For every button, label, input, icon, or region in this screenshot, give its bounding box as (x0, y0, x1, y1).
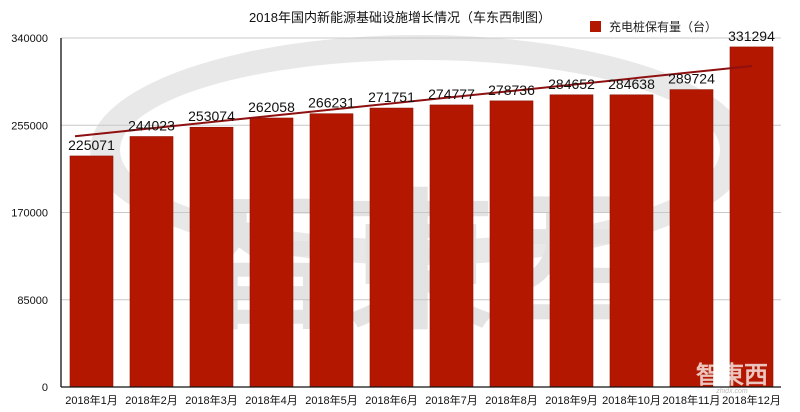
x-axis-labels: 2018年1月 2018年2月 2018年3月 2018年4月 2018年5月 2018年… (65, 393, 781, 407)
svg-text:智東西: 智東西 (696, 361, 768, 389)
y-tick-label: 340000 (11, 33, 48, 45)
bar-8 (489, 100, 534, 388)
data-label: 266231 (308, 95, 355, 111)
bar-2 (129, 136, 174, 388)
bar-9 (549, 94, 594, 388)
legend-label: 充电桩保有量（台） (609, 20, 718, 34)
x-tick-label: 2018年8月 (485, 393, 538, 407)
svg-text:zhidx.com: zhidx.com (715, 388, 748, 395)
x-tick-label: 2018年6月 (365, 393, 418, 407)
bar-1 (69, 155, 114, 388)
x-tick-label: 2018年10月 (602, 393, 661, 407)
x-tick-label: 2018年3月 (185, 393, 238, 407)
y-axis-labels: 0 85000 170000 255000 340000 (11, 33, 48, 394)
y-tick-label: 0 (42, 382, 48, 394)
data-label: 262058 (248, 99, 295, 115)
data-label: 253074 (188, 108, 235, 124)
bar-4 (249, 117, 294, 388)
bar-3 (189, 126, 234, 388)
y-tick-label: 170000 (11, 208, 48, 220)
x-tick-label: 2018年7月 (425, 393, 478, 407)
trendline (74, 65, 753, 138)
data-label: 225071 (68, 137, 115, 153)
x-tick-label: 2018年2月 (125, 393, 178, 407)
x-tick-label: 2018年5月 (305, 393, 358, 407)
data-label: 274777 (428, 86, 475, 102)
bar-12 (729, 46, 774, 388)
data-label: 284638 (608, 76, 655, 92)
bar-6 (369, 107, 414, 388)
data-label: 284652 (548, 76, 595, 92)
data-label: 331294 (728, 28, 775, 44)
x-tick-label: 2018年4月 (245, 393, 298, 407)
chart-title: 2018年国内新能源基础设施增长情况（车东西制图） (249, 10, 551, 25)
axes (60, 38, 781, 388)
x-tick-label: 2018年11月 (663, 393, 721, 407)
data-label: 271751 (368, 89, 415, 105)
data-label: 278736 (488, 82, 535, 98)
legend-swatch (590, 21, 601, 32)
data-labels: 225071 244023 253074 262058 266231 271751 2747… (68, 28, 775, 153)
x-tick-label: 2018年1月 (65, 393, 118, 407)
bar-5 (309, 113, 354, 388)
bar-7 (429, 104, 474, 388)
x-tick-label: 2018年9月 (545, 393, 598, 407)
data-label: 244023 (128, 118, 175, 134)
legend: 充电桩保有量（台） (590, 18, 717, 35)
bar-11 (669, 89, 714, 388)
bar-10 (609, 94, 654, 388)
bars (69, 46, 774, 388)
y-tick-label: 85000 (17, 295, 48, 307)
x-tick-label: 2018年12月 (722, 393, 781, 407)
data-label: 289724 (668, 71, 715, 87)
y-tick-label: 255000 (11, 120, 48, 132)
